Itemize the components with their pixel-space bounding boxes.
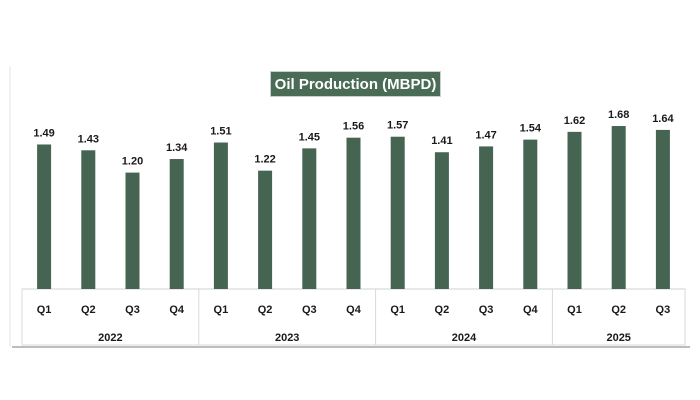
data-label: 1.62 xyxy=(564,115,585,127)
tick-label: Q2 xyxy=(81,304,96,316)
data-label: 1.45 xyxy=(299,131,320,143)
tick-label: Q1 xyxy=(567,304,582,316)
data-label: 1.43 xyxy=(78,133,99,145)
bar xyxy=(434,152,449,289)
tick-label: Q1 xyxy=(37,304,52,316)
tick-label: Q2 xyxy=(435,304,450,316)
bar xyxy=(523,139,538,289)
data-label: 1.20 xyxy=(122,156,143,168)
bar xyxy=(655,129,670,289)
tick-label: Q4 xyxy=(346,304,362,316)
group-label: 2024 xyxy=(452,332,477,344)
tick-label: Q1 xyxy=(214,304,229,316)
data-label: 1.47 xyxy=(475,129,496,141)
data-label: 1.22 xyxy=(254,154,275,166)
tick-label: Q2 xyxy=(611,304,626,316)
tick-label: Q3 xyxy=(656,304,671,316)
bar xyxy=(479,146,494,289)
chart-title: Oil Production (MBPD) xyxy=(270,71,441,97)
tick-label: Q4 xyxy=(169,304,185,316)
tick-label: Q3 xyxy=(302,304,317,316)
data-label: 1.34 xyxy=(166,142,188,154)
bar xyxy=(125,172,140,289)
data-label: 1.51 xyxy=(210,126,231,138)
bar xyxy=(302,148,317,289)
bar xyxy=(611,126,626,289)
data-label: 1.41 xyxy=(431,135,452,147)
bar xyxy=(390,136,405,289)
tick-label: Q3 xyxy=(125,304,140,316)
bar xyxy=(81,150,96,289)
bar xyxy=(346,137,361,289)
data-label: 1.49 xyxy=(33,127,54,139)
data-label: 1.64 xyxy=(652,113,674,125)
group-label: 2022 xyxy=(98,332,122,344)
data-label: 1.54 xyxy=(520,123,542,135)
tick-label: Q3 xyxy=(479,304,494,316)
group-label: 2023 xyxy=(275,332,299,344)
tick-label: Q2 xyxy=(258,304,273,316)
tick-label: Q4 xyxy=(523,304,539,316)
data-label: 1.68 xyxy=(608,109,629,121)
bar xyxy=(37,144,52,289)
bar xyxy=(258,170,273,289)
bar xyxy=(567,131,582,289)
bar xyxy=(169,159,184,289)
bar xyxy=(213,142,228,289)
data-label: 1.57 xyxy=(387,120,408,132)
tick-label: Q1 xyxy=(390,304,405,316)
data-label: 1.56 xyxy=(343,121,364,133)
group-label: 2025 xyxy=(606,332,630,344)
